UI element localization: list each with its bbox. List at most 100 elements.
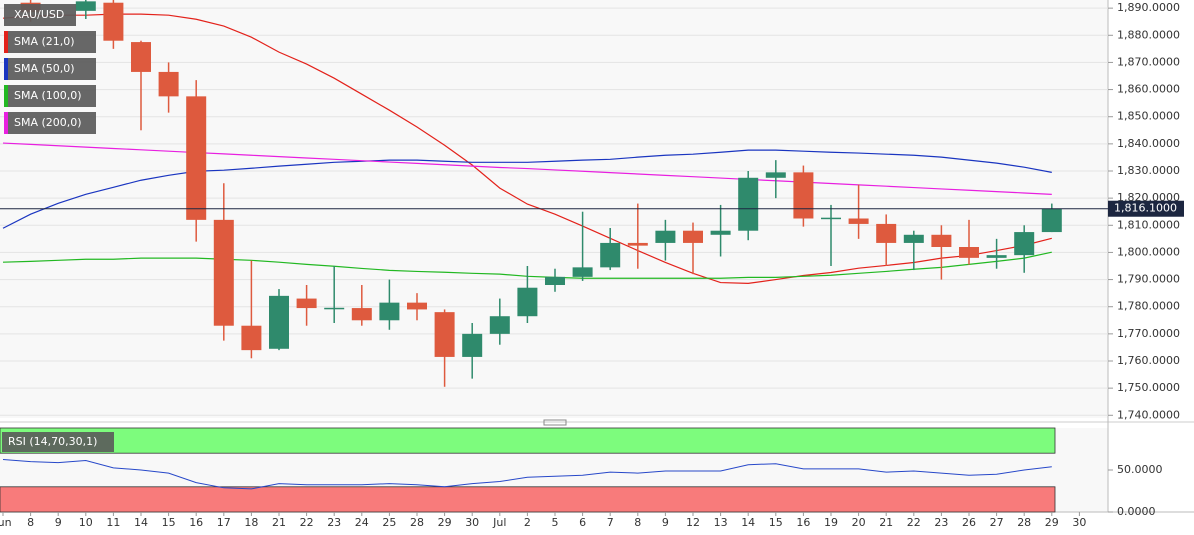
candle-body — [296, 298, 317, 309]
x-tick-label: 28 — [1017, 516, 1031, 529]
candle-body — [765, 172, 786, 178]
candle-body — [710, 230, 731, 235]
candle-body — [545, 276, 565, 285]
candle-body — [1041, 208, 1062, 233]
legend-label: XAU/USD — [14, 8, 64, 21]
y-tick-label: 1,780.0000 — [1117, 300, 1180, 313]
y-tick-label: 1,800.0000 — [1117, 245, 1180, 258]
legend-box[interactable] — [4, 4, 76, 26]
x-tick-label: 16 — [189, 516, 203, 529]
x-tick-label: 13 — [714, 516, 728, 529]
x-tick-label: 10 — [79, 516, 93, 529]
resize-handle[interactable] — [543, 419, 567, 426]
x-tick-label: 7 — [607, 516, 614, 529]
y-tick-label: 1,740.0000 — [1117, 408, 1180, 421]
candle-body — [903, 234, 924, 243]
y-tick-label: 1,860.0000 — [1117, 83, 1180, 96]
candle-body — [572, 267, 593, 277]
candle-body — [600, 242, 621, 268]
rsi-line — [2, 459, 1052, 490]
legend-box[interactable] — [4, 112, 96, 134]
candle-body — [103, 2, 124, 41]
sma-line — [2, 142, 1052, 195]
x-tick-label: 8 — [27, 516, 34, 529]
legend-box[interactable] — [4, 58, 96, 80]
x-tick-label: 27 — [990, 516, 1004, 529]
last-price-label: 1,816.1000 — [1114, 202, 1177, 215]
x-tick-label: 24 — [355, 516, 369, 529]
x-tick-label: 30 — [1072, 516, 1086, 529]
x-tick-label: 21 — [272, 516, 286, 529]
x-tick-label: 15 — [769, 516, 783, 529]
y-tick-label: 1,840.0000 — [1117, 137, 1180, 150]
x-tick-label: 26 — [962, 516, 976, 529]
y-tick-label: 1,770.0000 — [1117, 327, 1180, 340]
candle-body — [931, 234, 952, 247]
candle-body — [821, 217, 841, 220]
y-tick-label: 1,760.0000 — [1117, 354, 1180, 367]
y-tick-label: 1,830.0000 — [1117, 164, 1180, 177]
legend-swatch — [4, 31, 8, 53]
candle-body — [517, 287, 538, 317]
sma-line — [2, 149, 1052, 229]
x-tick-label: Jun — [0, 516, 12, 529]
x-tick-label: 9 — [662, 516, 669, 529]
x-tick-label: 28 — [410, 516, 424, 529]
legend-swatch — [4, 85, 8, 107]
candle-body — [655, 230, 676, 243]
x-tick-label: 14 — [134, 516, 148, 529]
x-tick-label: 21 — [879, 516, 893, 529]
legend-box[interactable] — [2, 432, 114, 452]
candle-body — [986, 255, 1007, 258]
candle-body — [876, 223, 897, 243]
legend-label: SMA (21,0) — [14, 35, 75, 48]
legend-box[interactable] — [4, 31, 96, 53]
x-tick-label: 14 — [741, 516, 755, 529]
x-tick-label: 29 — [1045, 516, 1059, 529]
candle-body — [131, 42, 151, 72]
candle-body — [351, 308, 372, 321]
x-tick-label: 2 — [524, 516, 531, 529]
x-tick-label: 17 — [217, 516, 231, 529]
candle-body — [213, 219, 234, 326]
legend-label: SMA (50,0) — [14, 62, 75, 75]
y-tick-label: 50.0000 — [1117, 463, 1163, 476]
legend-box[interactable] — [4, 85, 96, 107]
y-tick-label: 0.0000 — [1117, 505, 1156, 518]
candle-body — [269, 295, 289, 349]
x-tick-label: 6 — [579, 516, 586, 529]
rsi-band — [0, 486, 1056, 513]
y-tick-label: 1,880.0000 — [1117, 28, 1180, 41]
y-tick-label: 1,850.0000 — [1117, 110, 1180, 123]
x-tick-label: 30 — [465, 516, 479, 529]
x-tick-label: 15 — [162, 516, 176, 529]
x-tick-label: 5 — [552, 516, 559, 529]
candle-body — [627, 242, 648, 246]
x-tick-label: 22 — [300, 516, 314, 529]
legend-label: SMA (200,0) — [14, 116, 82, 129]
x-tick-label: 20 — [852, 516, 866, 529]
candle-body — [407, 302, 427, 310]
x-tick-label: Jul — [492, 516, 506, 529]
candle-body — [462, 333, 483, 357]
legend-label: RSI (14,70,30,1) — [8, 435, 97, 448]
x-tick-label: 18 — [244, 516, 258, 529]
candle-body — [738, 177, 759, 231]
candle-body — [489, 316, 510, 334]
candle-body — [793, 172, 814, 219]
legend-swatch — [4, 58, 8, 80]
candle-body — [1014, 232, 1035, 256]
candle-body — [683, 230, 703, 243]
candle-body — [186, 96, 207, 220]
candle-body — [379, 302, 400, 321]
legend-label: SMA (100,0) — [14, 89, 82, 102]
candle-body — [241, 325, 262, 351]
y-tick-label: 1,810.0000 — [1117, 218, 1180, 231]
y-tick-label: 1,750.0000 — [1117, 381, 1180, 394]
candle-body — [848, 218, 869, 224]
x-tick-label: 11 — [106, 516, 120, 529]
candle-body — [324, 307, 345, 310]
x-tick-label: 12 — [686, 516, 700, 529]
y-tick-label: 1,890.0000 — [1117, 1, 1180, 14]
